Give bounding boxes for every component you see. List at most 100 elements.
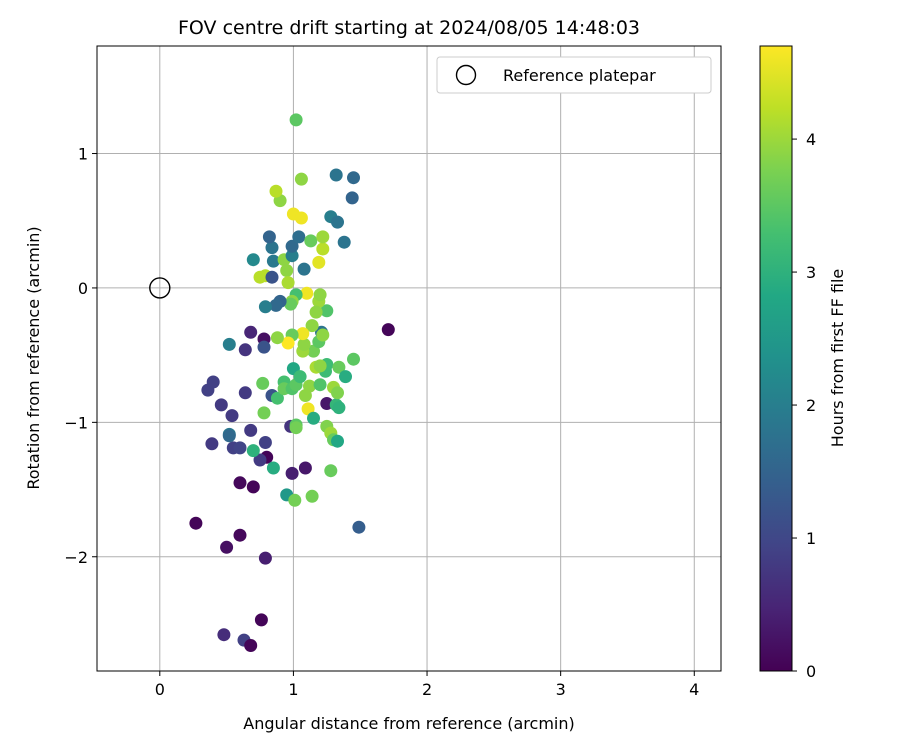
x-axis-ticks: 0 1 2 3 4 <box>155 671 699 699</box>
scatter-point <box>307 411 320 425</box>
colorbar-label: Hours from first FF file <box>828 269 847 448</box>
scatter-point <box>258 551 272 565</box>
scatter-point <box>331 215 344 229</box>
colorbar-tick-label: 1 <box>806 529 816 548</box>
scatter-point <box>238 386 252 400</box>
scatter-point <box>258 436 272 449</box>
scatter-point <box>233 476 247 490</box>
scatter-point <box>265 270 279 284</box>
scatter-point <box>244 325 258 339</box>
x-axis-label: Angular distance from reference (arcmin) <box>243 714 574 733</box>
scatter-point <box>294 211 308 225</box>
x-tick-label: 4 <box>689 680 699 699</box>
colorbar-tick-label: 2 <box>806 396 816 415</box>
colorbar-tick-label: 4 <box>806 130 816 149</box>
scatter-point <box>316 328 330 342</box>
scatter-point <box>292 230 306 244</box>
y-tick-label: −2 <box>64 548 88 567</box>
scatter-point <box>305 319 319 333</box>
scatter-point <box>301 402 315 416</box>
scatter-point <box>339 370 352 384</box>
scatter-point <box>297 262 311 276</box>
scatter-point <box>233 441 247 455</box>
y-axis-ticks: −2 −1 0 1 <box>64 145 97 567</box>
scatter-point <box>304 234 318 248</box>
scatter-point <box>313 378 327 392</box>
scatter-point <box>269 184 283 198</box>
legend: Reference platepar <box>436 56 712 94</box>
scatter-point <box>332 401 346 415</box>
scatter-point <box>293 370 307 384</box>
legend-marker-reference <box>455 64 477 86</box>
scatter-point <box>206 375 220 389</box>
scatter-point <box>266 461 280 475</box>
scatter-point <box>285 249 299 263</box>
scatter-point <box>270 391 284 405</box>
scatter-point <box>253 453 267 467</box>
scatter-point <box>347 171 360 185</box>
scatter-point <box>254 613 268 627</box>
scatter-point <box>297 337 311 351</box>
scatter-point <box>189 516 203 530</box>
scatter-point <box>284 297 298 311</box>
scatter-point <box>296 327 310 341</box>
scatter-point <box>298 461 312 475</box>
scatter-point <box>266 254 280 268</box>
scatter-point <box>262 230 276 244</box>
scatter-point <box>289 421 303 435</box>
scatter-point <box>238 343 252 357</box>
scatter-point <box>285 466 299 480</box>
scatter-point <box>294 172 308 186</box>
scatter-point <box>244 423 258 437</box>
legend-box <box>436 56 712 94</box>
scatter-point <box>313 288 327 302</box>
legend-label-reference: Reference platepar <box>503 66 656 85</box>
scatter-point <box>265 241 279 255</box>
scatter-point <box>303 379 316 393</box>
scatter-point <box>313 359 327 373</box>
scatter-point <box>246 444 260 458</box>
x-tick-label: 0 <box>155 680 165 699</box>
scatter-point <box>300 286 314 300</box>
scatter-point <box>225 409 239 423</box>
scatter-point <box>256 376 270 390</box>
scatter-point <box>257 406 271 420</box>
scatter-point <box>258 300 272 314</box>
scatter-point <box>320 304 334 318</box>
scatter-point <box>244 639 258 652</box>
scatter-point <box>324 464 338 478</box>
scatter-point <box>285 239 299 253</box>
y-tick-label: −1 <box>64 413 88 432</box>
data-points <box>189 113 395 652</box>
scatter-point <box>309 305 323 319</box>
x-tick-label: 1 <box>288 680 298 699</box>
scatter-point <box>233 528 247 542</box>
grid-lines <box>97 46 721 671</box>
scatter-point <box>337 235 351 249</box>
reference-platepar-group <box>149 277 171 299</box>
plot-frame <box>96 45 722 672</box>
y-tick-label: 1 <box>78 145 88 164</box>
scatter-point <box>329 168 343 182</box>
x-tick-label: 3 <box>556 680 566 699</box>
scatter-point <box>217 628 231 642</box>
scatter-point <box>281 276 295 290</box>
scatter-point <box>331 434 344 448</box>
colorbar-ticks: 0 1 2 3 4 <box>792 130 816 681</box>
scatter-point <box>316 230 330 244</box>
scatter-point <box>257 340 271 354</box>
x-tick-label: 2 <box>422 680 432 699</box>
scatter-point <box>269 298 283 312</box>
scatter-point <box>222 429 236 443</box>
scatter-point <box>289 113 303 127</box>
scatter-point <box>214 398 228 412</box>
scatter-point <box>205 437 219 451</box>
scatter-point <box>288 493 302 507</box>
colorbar-tick-label: 3 <box>806 263 816 282</box>
scatter-point <box>305 489 319 503</box>
scatter-point <box>316 242 330 256</box>
scatter-point <box>347 352 360 366</box>
scatter-point <box>381 323 395 337</box>
colorbar: 0 1 2 3 4 Hours from first FF file <box>759 45 847 681</box>
y-axis-label: Rotation from reference (arcmin) <box>24 226 43 489</box>
